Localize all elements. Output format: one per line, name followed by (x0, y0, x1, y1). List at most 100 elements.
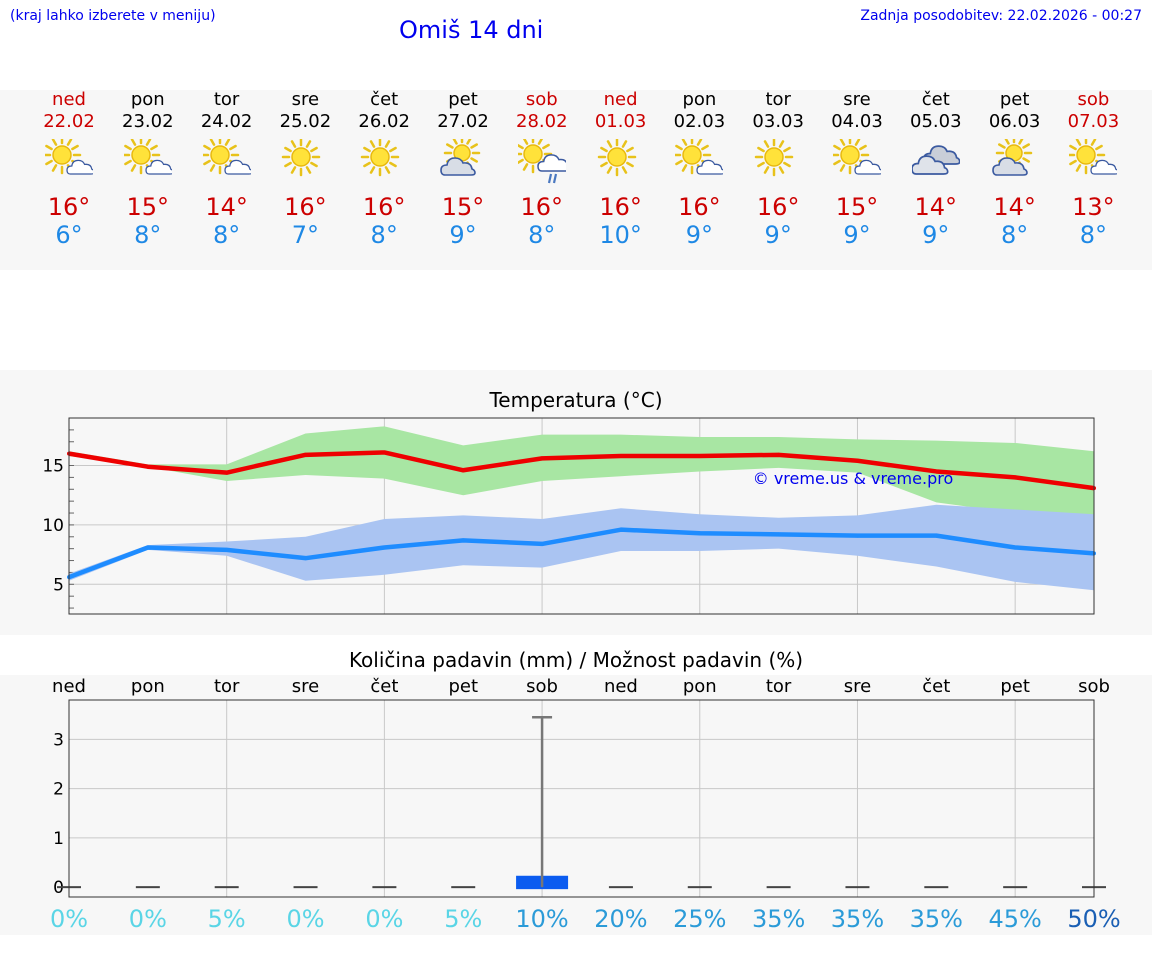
day-date: 06.03 (988, 111, 1041, 132)
precip-probability: 35% (752, 905, 805, 933)
precip-probability: 0% (286, 905, 324, 933)
precip-probability: 0% (129, 905, 167, 933)
min-temp-line-point (1013, 545, 1018, 550)
forecast-day: čet 05.03 14° 9° (896, 89, 976, 249)
y-tick-label: 10 (42, 516, 64, 536)
temp-min: 8° (212, 221, 241, 249)
temp-max: 14° (914, 193, 958, 221)
zero-precip-mark (1003, 886, 1028, 889)
temp-max: 15° (441, 193, 485, 221)
y-tick-label: 2 (53, 780, 64, 800)
cloudy-icon (911, 145, 960, 175)
precip-probability: 45% (988, 905, 1041, 933)
x-day-label: ned (52, 676, 86, 697)
day-name: čet (370, 89, 399, 110)
temp-min: 7° (291, 221, 320, 249)
forecast-day: pon 23.02 15° 8° (108, 89, 188, 249)
temp-max: 14° (993, 193, 1036, 221)
day-date: 07.03 (1067, 111, 1120, 132)
max-spread-band (69, 426, 1094, 523)
forecast-day: pon 02.03 16° 9° (659, 89, 739, 249)
precip-probability: 35% (910, 905, 963, 933)
precip-probability: 50% (1067, 905, 1120, 933)
sun-cloud-rain-icon (517, 139, 566, 184)
day-name: sob (525, 89, 558, 110)
max-temp-line-point (461, 468, 466, 473)
day-name: sre (843, 89, 871, 110)
temp-max: 14° (205, 193, 248, 221)
day-date: 27.02 (437, 111, 489, 132)
temp-min: 8° (370, 221, 398, 249)
day-name: tor (213, 89, 240, 110)
day-date: 04.03 (831, 111, 883, 132)
max-temp-line-point (855, 458, 860, 463)
max-temp-line-point (1013, 475, 1018, 480)
min-temp-line-point (855, 533, 860, 538)
location-hint: (kraj lahko izberete v meniju) (10, 8, 216, 24)
forecast-day: čet 26.02 16° 8° (344, 89, 424, 249)
forecast-day: pet 27.02 15° 9° (423, 89, 503, 249)
zero-precip-mark (451, 886, 476, 889)
forecast-day: sre 04.03 15° 9° (817, 89, 897, 249)
max-temp-line-point (224, 470, 229, 475)
zero-precip-mark (214, 886, 239, 889)
plot-area (69, 700, 1094, 897)
day-name: sob (1077, 89, 1110, 110)
day-date: 03.03 (752, 111, 804, 132)
forecast-strip (0, 90, 1152, 270)
temp-max: 16° (756, 193, 800, 221)
temp-min: 8° (1000, 221, 1029, 249)
precip-probability: 35% (831, 905, 884, 933)
x-day-label: pon (683, 676, 717, 697)
day-name: ned (52, 89, 86, 110)
x-day-label: sre (292, 676, 319, 697)
x-day-label: sob (526, 676, 558, 697)
last-updated: Zadnja posodobitev: 22.02.2026 - 00:27 (860, 8, 1142, 24)
forecast-day: sob 07.03 13° 8° (1053, 89, 1133, 249)
temp-max: 16° (599, 193, 642, 221)
x-day-label: tor (214, 676, 240, 697)
temp-min: 8° (528, 221, 556, 249)
y-tick-label: 3 (53, 730, 64, 750)
sun-cloud-icon (675, 139, 724, 175)
min-temp-line-point (934, 533, 939, 538)
min-temp-line-point (776, 532, 781, 537)
temp-min: 9° (843, 221, 871, 249)
max-temp-line-point (934, 469, 939, 474)
y-tick-label: 15 (42, 457, 64, 477)
temp-min: 8° (134, 221, 162, 249)
temp-max: 15° (835, 193, 879, 221)
x-day-label: ned (604, 676, 638, 697)
sun-icon (597, 139, 636, 177)
temperature-chart-title: Temperatura (°C) (489, 388, 663, 412)
x-day-label: čet (922, 676, 950, 697)
temp-min: 9° (685, 221, 714, 249)
forecast-day: sre 25.02 16° 7° (265, 89, 345, 249)
x-day-label: tor (766, 676, 792, 697)
day-name: sre (291, 89, 320, 110)
zero-precip-mark (293, 886, 318, 889)
temp-max: 16° (284, 193, 327, 221)
x-day-label: pet (1000, 676, 1030, 697)
zero-precip-mark (135, 886, 160, 889)
y-tick-label: 1 (53, 829, 64, 849)
temp-max: 13° (1072, 193, 1115, 221)
max-temp-line-point (776, 452, 781, 457)
x-day-label: sob (1078, 676, 1110, 697)
precipitation-chart-title: Količina padavin (mm) / Možnost padavin … (348, 648, 804, 672)
day-name: pet (999, 89, 1030, 110)
day-date: 23.02 (122, 111, 174, 132)
precip-probability: 10% (515, 905, 568, 933)
cloud-sun-icon (440, 139, 481, 176)
min-spread-band (69, 504, 1094, 591)
day-date: 28.02 (516, 111, 568, 132)
day-date: 25.02 (279, 111, 332, 132)
forecast-day: tor 24.02 14° 8° (187, 89, 267, 249)
forecast-day: ned 01.03 16° 10° (581, 89, 661, 249)
zero-precip-mark (924, 886, 949, 889)
precip-probability: 25% (673, 905, 726, 933)
x-day-label: pet (448, 676, 478, 697)
min-temp-line-point (461, 538, 466, 543)
min-temp-line-point (540, 541, 545, 546)
max-temp-line-point (145, 464, 150, 469)
